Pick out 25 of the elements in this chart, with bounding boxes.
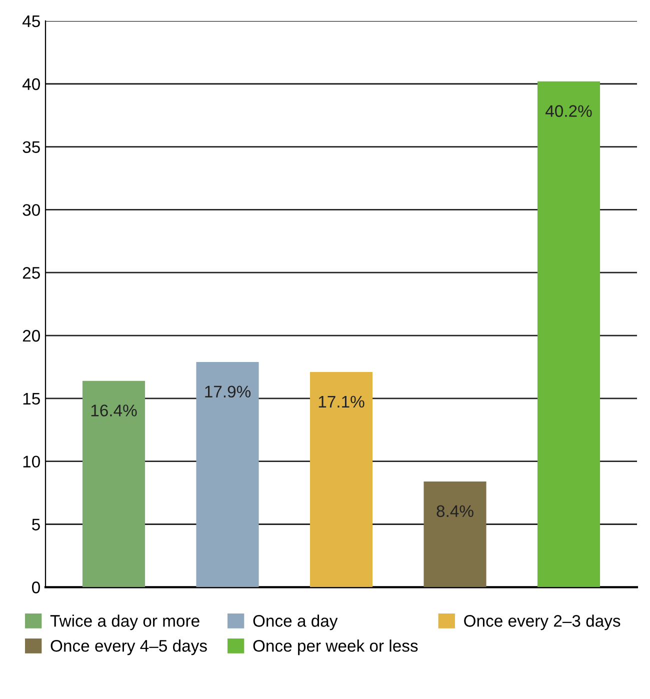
y-tick-label: 10 xyxy=(23,456,40,468)
data-label: 8.4% xyxy=(436,505,474,518)
data-label: 40.2% xyxy=(546,105,592,117)
y-tick-label: 15 xyxy=(23,393,40,405)
y-tick-label: 45 xyxy=(22,16,40,28)
legend-label: Twice a day or more xyxy=(50,614,200,630)
data-label: 17.9% xyxy=(205,386,251,398)
legend-label: Once every 4–5 days xyxy=(50,640,207,656)
y-tick-label: 30 xyxy=(22,204,40,216)
legend-label: Once a day xyxy=(253,614,338,630)
legend-label: Once per week or less xyxy=(253,640,418,656)
legend-label: Once every 2–3 days xyxy=(464,614,620,630)
bar xyxy=(537,81,600,588)
y-tick-label: 0 xyxy=(32,582,40,594)
bar xyxy=(310,372,373,588)
bar xyxy=(196,362,259,588)
y-tick-label: 20 xyxy=(22,330,40,342)
y-tick-label: 25 xyxy=(22,267,40,279)
data-label: 17.1% xyxy=(318,396,364,408)
data-label: 16.4% xyxy=(91,404,137,416)
y-tick-label: 5 xyxy=(32,518,40,530)
y-tick-label: 40 xyxy=(22,78,40,90)
bar xyxy=(82,380,146,588)
bar xyxy=(424,481,486,588)
y-tick-label: 35 xyxy=(22,141,40,153)
